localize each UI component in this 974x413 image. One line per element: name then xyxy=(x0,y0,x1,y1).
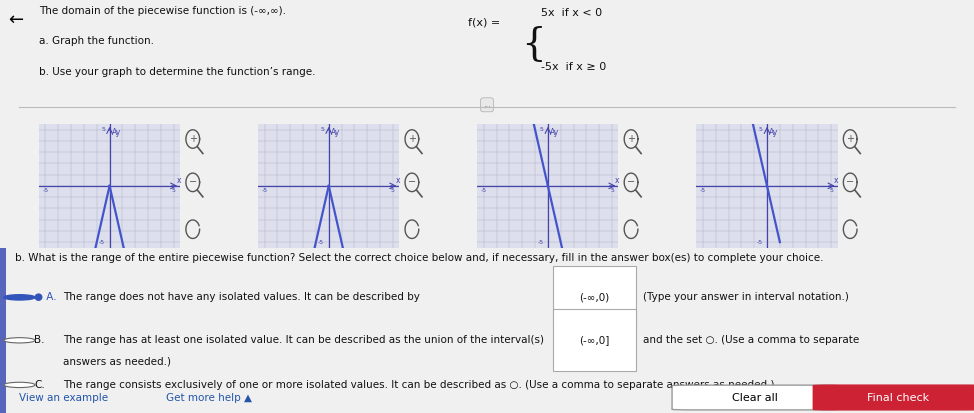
Text: -5x  if x ≥ 0: -5x if x ≥ 0 xyxy=(541,62,606,72)
Circle shape xyxy=(4,295,35,300)
Text: Clear all: Clear all xyxy=(731,392,778,403)
Text: Get more help ▲: Get more help ▲ xyxy=(166,392,251,403)
Circle shape xyxy=(4,382,35,387)
Text: (-∞,0]: (-∞,0] xyxy=(580,335,610,345)
Text: −: − xyxy=(189,177,197,188)
Text: -5: -5 xyxy=(99,240,105,244)
Text: 5: 5 xyxy=(171,188,175,193)
Text: 5: 5 xyxy=(540,127,543,132)
Text: 5: 5 xyxy=(391,188,394,193)
Text: −: − xyxy=(846,177,854,188)
Text: ● A.: ● A. xyxy=(34,292,56,302)
Text: 5: 5 xyxy=(320,127,324,132)
Text: b. What is the range of the entire piecewise function? Select the correct choice: b. What is the range of the entire piece… xyxy=(15,253,823,263)
Text: 5: 5 xyxy=(759,127,763,132)
Text: 5: 5 xyxy=(101,127,105,132)
Text: The range consists exclusively of one or more isolated values. It can be describ: The range consists exclusively of one or… xyxy=(63,380,774,390)
Text: The range has at least one isolated value. It can be described as the union of t: The range has at least one isolated valu… xyxy=(63,335,544,345)
Text: answers as needed.): answers as needed.) xyxy=(63,357,171,367)
Text: −: − xyxy=(408,177,416,188)
Text: +: + xyxy=(408,134,416,144)
Text: +: + xyxy=(189,134,197,144)
Text: -5: -5 xyxy=(318,240,324,244)
Text: and the set ○. (Use a comma to separate: and the set ○. (Use a comma to separate xyxy=(643,335,859,345)
Text: Ay: Ay xyxy=(330,128,340,138)
Circle shape xyxy=(4,338,35,343)
Text: x: x xyxy=(615,176,619,185)
Text: The range does not have any isolated values. It can be described by: The range does not have any isolated val… xyxy=(63,292,420,302)
Text: a. Graph the function.: a. Graph the function. xyxy=(39,36,154,46)
Text: f(x) =: f(x) = xyxy=(468,17,500,27)
Text: -5: -5 xyxy=(538,240,543,244)
Text: C.: C. xyxy=(34,380,45,390)
Text: x: x xyxy=(176,176,181,185)
Text: Ay: Ay xyxy=(549,128,559,138)
Text: x: x xyxy=(834,176,839,185)
FancyBboxPatch shape xyxy=(672,385,838,410)
Text: 5: 5 xyxy=(829,188,833,193)
Text: {: { xyxy=(521,26,545,63)
Text: 5x  if x < 0: 5x if x < 0 xyxy=(541,8,602,19)
Text: Final check: Final check xyxy=(867,392,929,403)
Text: +: + xyxy=(846,134,854,144)
Text: +: + xyxy=(627,134,635,144)
Text: Ay: Ay xyxy=(768,128,778,138)
Text: -5: -5 xyxy=(757,240,763,244)
Text: -5: -5 xyxy=(699,188,706,193)
Text: -5: -5 xyxy=(42,188,49,193)
Text: (-∞,0): (-∞,0) xyxy=(580,292,610,302)
Text: -5: -5 xyxy=(261,188,268,193)
Text: 5: 5 xyxy=(610,188,614,193)
Text: Ay: Ay xyxy=(111,128,121,138)
Text: b. Use your graph to determine the function’s range.: b. Use your graph to determine the funct… xyxy=(39,67,316,77)
Text: ...: ... xyxy=(483,100,491,109)
Text: −: − xyxy=(627,177,635,188)
Text: x: x xyxy=(395,176,400,185)
FancyBboxPatch shape xyxy=(813,385,974,410)
Text: -5: -5 xyxy=(480,188,487,193)
Text: View an example: View an example xyxy=(19,392,109,403)
Text: (Type your answer in interval notation.): (Type your answer in interval notation.) xyxy=(643,292,848,302)
Text: B.: B. xyxy=(34,335,45,345)
Text: The domain of the piecewise function is (-∞,∞).: The domain of the piecewise function is … xyxy=(39,6,286,16)
Bar xyxy=(0,248,6,413)
Text: ←: ← xyxy=(8,11,23,29)
